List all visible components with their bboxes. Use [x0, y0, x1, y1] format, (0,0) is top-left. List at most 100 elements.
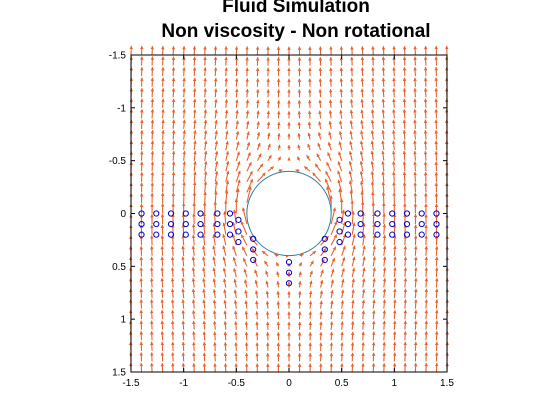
x-tick-label: -0.5: [228, 378, 246, 389]
velocity-arrow-508: [308, 290, 313, 299]
velocity-arrow-523: [318, 121, 322, 130]
y-tick-label: 0.5: [112, 262, 126, 273]
chart-title: Fluid Simulation: [222, 0, 370, 17]
velocity-arrow-409: [261, 250, 269, 257]
particle-41: [357, 231, 364, 238]
velocity-arrow-407: [267, 154, 272, 161]
velocity-arrow-705: [381, 129, 385, 140]
velocity-arrow-810: [414, 256, 418, 267]
velocity-arrow-690: [372, 299, 376, 309]
velocity-arrow-238: [202, 267, 206, 277]
velocity-arrow-674: [370, 130, 375, 140]
velocity-arrow-127: [171, 77, 176, 87]
velocity-arrow-596: [340, 289, 345, 299]
velocity-arrow-431: [277, 156, 282, 161]
velocity-arrow-350: [246, 141, 251, 151]
velocity-arrow-260: [214, 170, 219, 182]
velocity-arrow-564: [330, 279, 334, 288]
velocity-arrow-175: [181, 256, 185, 267]
velocity-arrow-241: [202, 299, 206, 309]
velocity-arrow-738: [391, 150, 396, 161]
velocity-arrow-764: [402, 98, 407, 108]
velocity-arrow-87: [149, 309, 154, 320]
velocity-arrow-750: [393, 277, 397, 288]
velocity-arrow-484: [298, 290, 302, 299]
velocity-arrow-600: [340, 331, 344, 341]
velocity-arrow-214: [192, 341, 196, 351]
velocity-arrow-219: [203, 67, 207, 77]
velocity-arrow-225: [203, 130, 208, 140]
velocity-arrow-174: [181, 245, 185, 256]
velocity-arrow-148: [170, 299, 175, 309]
y-tick-label: 1.5: [112, 368, 126, 379]
velocity-arrow-410: [264, 260, 269, 267]
velocity-arrow-344: [245, 78, 249, 87]
velocity-arrow-282: [224, 77, 228, 87]
velocity-arrow-337: [234, 331, 238, 341]
velocity-arrow-231: [203, 191, 207, 203]
velocity-arrow-303: [223, 299, 227, 309]
velocity-arrow-268: [212, 256, 216, 267]
velocity-arrow-576: [339, 77, 344, 87]
velocity-arrow-637: [360, 67, 365, 77]
velocity-arrow-132: [171, 129, 176, 140]
velocity-arrow-211: [191, 309, 196, 320]
velocity-arrow-130: [171, 108, 176, 119]
velocity-arrow-276: [213, 341, 217, 351]
velocity-arrow-673: [370, 119, 375, 130]
velocity-arrow-319: [235, 141, 240, 151]
velocity-arrow-846: [424, 309, 429, 320]
velocity-arrow-392: [255, 321, 259, 330]
velocity-arrow-800: [413, 150, 417, 161]
velocity-arrow-296: [222, 222, 227, 235]
particle-51: [418, 210, 425, 217]
velocity-arrow-182: [181, 331, 186, 341]
particle-1: [138, 220, 145, 228]
velocity-arrow-70: [150, 129, 155, 140]
particle-13: [197, 220, 204, 228]
velocity-arrow-683: [372, 223, 376, 235]
velocity-arrow-692: [371, 320, 376, 330]
velocity-arrow-209: [191, 288, 196, 299]
velocity-arrow-844: [424, 288, 429, 299]
velocity-arrow-193: [193, 119, 197, 130]
velocity-arrow-376: [256, 99, 260, 108]
velocity-arrow-414: [265, 300, 270, 309]
velocity-arrow-356: [241, 207, 248, 225]
velocity-arrow-235: [202, 234, 206, 246]
velocity-arrow-415: [265, 311, 270, 320]
velocity-arrow-656: [362, 267, 366, 277]
velocity-arrow-330: [232, 257, 237, 267]
velocity-arrow-236: [202, 245, 206, 256]
velocity-arrow-622: [351, 233, 356, 246]
particle-15: [214, 210, 221, 217]
velocity-arrow-402: [266, 99, 271, 108]
velocity-arrow-114: [160, 267, 164, 277]
velocity-arrow-119: [160, 320, 165, 330]
velocity-arrow-301: [222, 278, 227, 288]
velocity-arrow-145: [170, 267, 175, 277]
x-tick-label: -1.5: [122, 378, 140, 389]
velocity-arrow-307: [223, 341, 228, 351]
velocity-arrow-305: [223, 320, 228, 330]
velocity-arrow-366: [244, 321, 249, 330]
velocity-arrow-177: [181, 277, 185, 288]
velocity-arrow-359: [241, 246, 248, 257]
velocity-arrow-164: [182, 140, 187, 151]
velocity-arrow-316: [235, 109, 239, 119]
velocity-arrow-192: [193, 109, 197, 119]
velocity-arrow-648: [359, 180, 364, 193]
velocity-arrow-429: [277, 132, 281, 140]
velocity-arrow-98: [161, 98, 165, 108]
velocity-arrow-129: [171, 98, 176, 108]
velocity-arrow-357: [240, 221, 248, 235]
velocity-arrow-627: [351, 289, 355, 299]
velocity-arrow-546: [328, 88, 333, 98]
velocity-arrow-795: [413, 98, 417, 108]
velocity-arrow-752: [393, 299, 397, 309]
velocity-arrow-672: [370, 109, 375, 119]
velocity-arrow-349: [246, 131, 250, 140]
y-axis-ticks: -1.5 -1 -0.5 0 0.5 1 1.5: [109, 51, 447, 379]
velocity-arrow-100: [161, 119, 165, 130]
velocity-arrow-520: [318, 88, 323, 98]
